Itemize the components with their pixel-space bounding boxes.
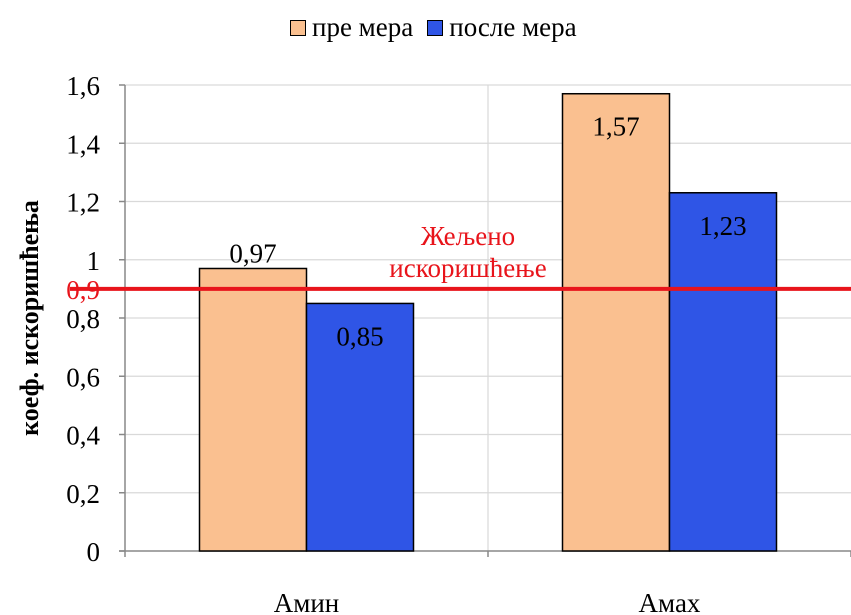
- legend: пре мера после мера: [290, 12, 591, 43]
- reference-label-line1: Жељено: [421, 221, 515, 251]
- x-tick-label: Амах: [639, 588, 701, 615]
- y-tick-label: 0: [87, 537, 101, 567]
- bar-after-1: [668, 192, 778, 552]
- legend-label-after: после мера: [449, 12, 577, 42]
- y-tick-label: 0,6: [66, 362, 100, 392]
- reference-label-line2: искоришћење: [389, 253, 546, 283]
- legend-label-before: пре мера: [312, 12, 414, 42]
- y-tick-label: 1,6: [66, 71, 100, 101]
- bar-after-0: [305, 302, 415, 552]
- bar-before-1: [561, 92, 671, 552]
- y-tick-label: 0,8: [66, 304, 100, 334]
- legend-item-after: после мера: [427, 12, 577, 43]
- legend-swatch-after: [427, 19, 444, 36]
- legend-item-before: пре мера: [290, 12, 413, 43]
- y-tick-label: 0,4: [66, 421, 100, 451]
- data-label: 1,23: [699, 211, 746, 241]
- y-tick-label: 0,2: [66, 479, 100, 509]
- reference-value-label: 0,9: [66, 275, 100, 305]
- y-tick-label: 1,2: [66, 188, 100, 218]
- y-tick-label: 1: [87, 246, 101, 276]
- bar-before-0: [198, 267, 308, 552]
- y-tick-label: 1,4: [66, 129, 100, 159]
- data-label: 0,85: [336, 321, 383, 351]
- x-tick-label: Амин: [274, 588, 339, 615]
- y-axis-label: коеф. искоришћења: [15, 200, 44, 436]
- legend-swatch-before: [290, 19, 306, 36]
- data-label: 1,57: [592, 112, 639, 142]
- data-label: 0,97: [229, 238, 276, 268]
